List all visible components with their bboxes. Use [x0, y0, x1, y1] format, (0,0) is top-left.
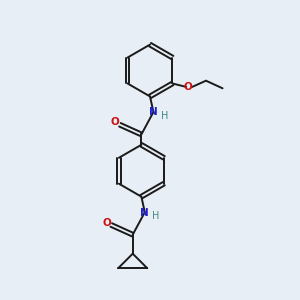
Text: H: H	[161, 111, 168, 121]
Text: H: H	[152, 212, 160, 221]
Text: N: N	[140, 208, 149, 218]
Text: O: O	[102, 218, 111, 228]
Text: O: O	[111, 117, 119, 128]
Text: N: N	[149, 107, 158, 117]
Text: O: O	[184, 82, 192, 92]
